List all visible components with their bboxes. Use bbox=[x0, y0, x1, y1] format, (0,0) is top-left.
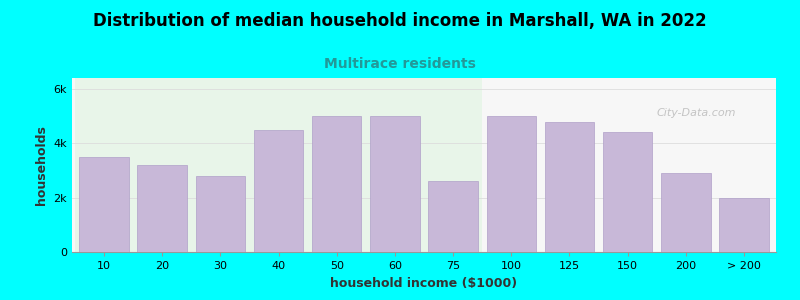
Bar bbox=[196, 176, 245, 252]
Text: Distribution of median household income in Marshall, WA in 2022: Distribution of median household income … bbox=[93, 12, 707, 30]
Bar bbox=[719, 198, 769, 252]
Bar bbox=[486, 116, 536, 252]
Bar bbox=[254, 130, 303, 252]
Bar bbox=[603, 132, 652, 252]
Bar bbox=[138, 165, 187, 252]
Bar bbox=[370, 116, 420, 252]
Bar bbox=[79, 157, 129, 252]
Y-axis label: households: households bbox=[35, 125, 48, 205]
Bar bbox=[312, 116, 362, 252]
Bar bbox=[428, 181, 478, 252]
X-axis label: household income ($1000): household income ($1000) bbox=[330, 277, 518, 290]
Bar bbox=[75, 78, 482, 252]
Bar bbox=[661, 173, 710, 252]
Text: City-Data.com: City-Data.com bbox=[656, 108, 736, 118]
Bar bbox=[545, 122, 594, 252]
Text: Multirace residents: Multirace residents bbox=[324, 57, 476, 71]
